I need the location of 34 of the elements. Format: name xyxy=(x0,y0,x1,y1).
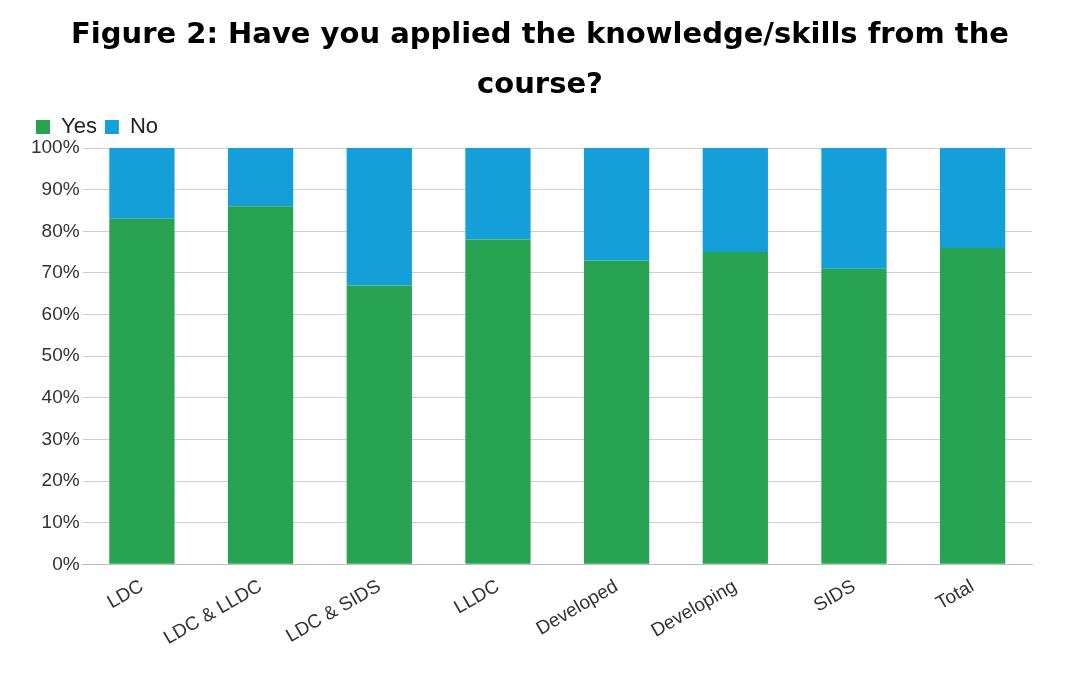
x-tick-label: LDC & SIDS xyxy=(282,575,384,646)
y-tick-label: 20% xyxy=(41,469,80,491)
x-tick-label: LDC xyxy=(103,575,147,613)
y-tick-label: 50% xyxy=(41,344,80,366)
y-tick-label: 100% xyxy=(30,136,80,158)
y-tick-label: 30% xyxy=(41,427,80,449)
x-tick-label: SIDS xyxy=(809,575,859,616)
bar xyxy=(346,285,412,564)
y-tick-label: 0% xyxy=(52,552,80,574)
bar xyxy=(346,148,412,286)
y-tick-label: 60% xyxy=(41,302,80,324)
bar xyxy=(227,148,294,207)
chart-title: Figure 2: Have you applied the knowledge/skills from the course? xyxy=(70,15,1010,102)
bar xyxy=(109,148,175,219)
y-tick-label: 80% xyxy=(41,219,80,241)
bar xyxy=(109,218,175,564)
bar xyxy=(821,148,887,269)
legend-label: No xyxy=(129,113,159,139)
bar xyxy=(584,260,650,564)
bar xyxy=(702,252,768,564)
legend-label: Yes xyxy=(61,113,97,139)
y-tick-label: 70% xyxy=(41,261,80,283)
bar xyxy=(465,239,531,564)
y-tick-label: 10% xyxy=(41,510,80,532)
bar xyxy=(227,206,294,564)
y-tick-label: 90% xyxy=(41,177,80,199)
x-tick-label: Total xyxy=(932,575,978,614)
y-tick-label: 40% xyxy=(41,386,80,408)
bar xyxy=(465,148,531,240)
bar xyxy=(940,247,1006,564)
bar xyxy=(702,148,768,253)
bar xyxy=(821,268,887,564)
bar xyxy=(940,148,1006,248)
bar xyxy=(584,148,650,261)
